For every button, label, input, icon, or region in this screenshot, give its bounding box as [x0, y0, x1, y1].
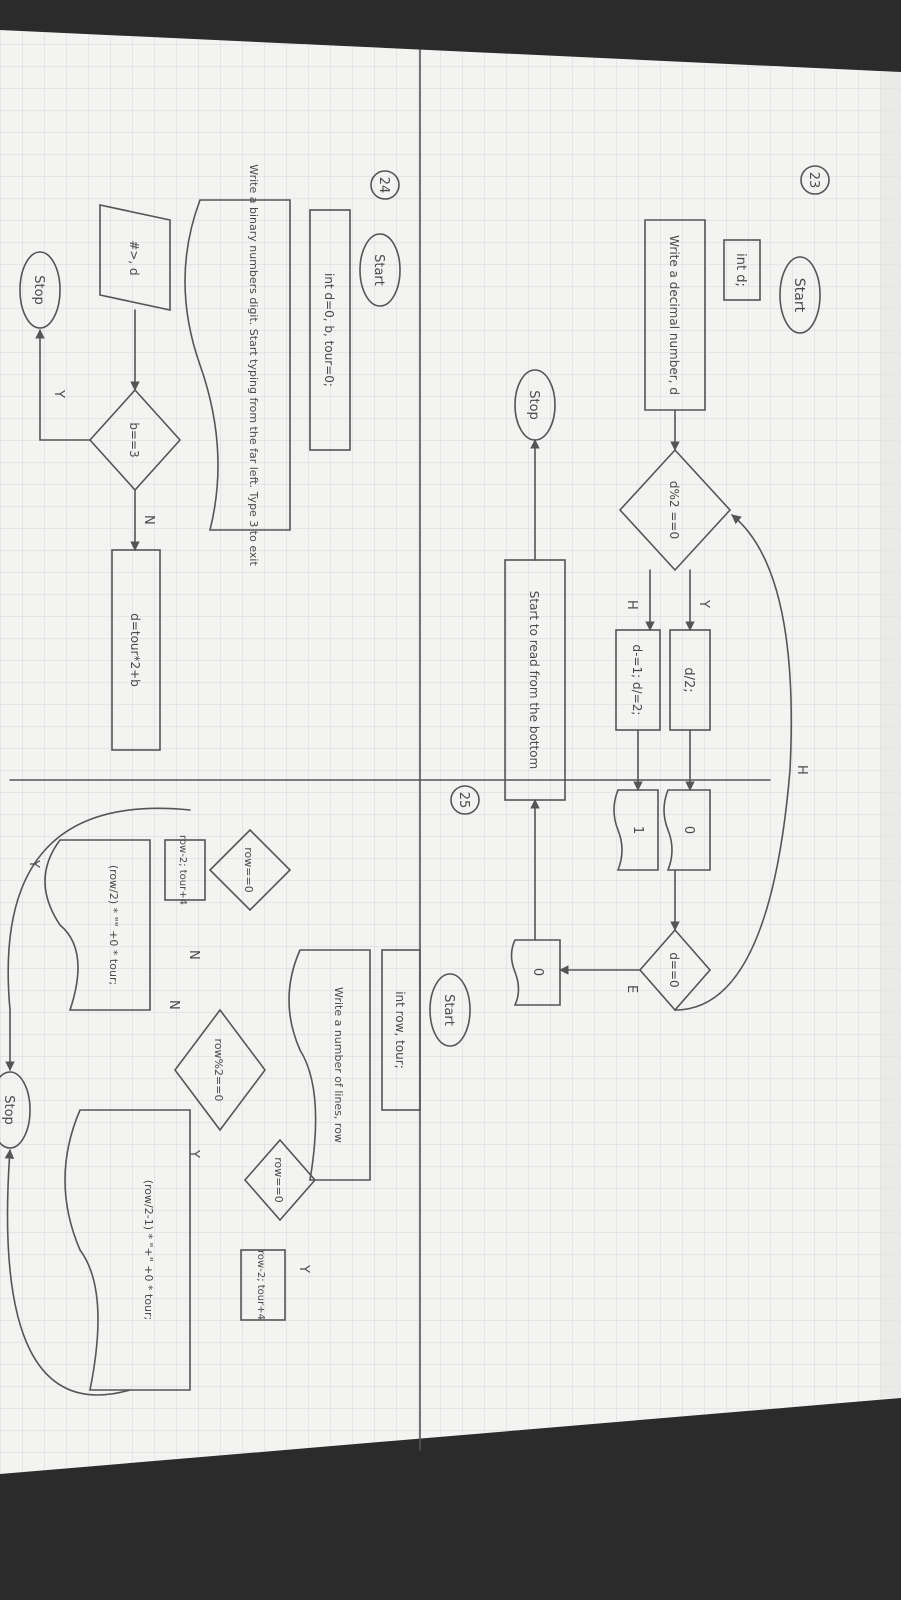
flow25-start-label: Start — [441, 994, 456, 1026]
flow25-input-label: Write a number of lines, row — [332, 987, 345, 1143]
flow25-no-row2: N — [186, 950, 201, 960]
flow23-half-label: d/2; — [681, 667, 696, 692]
flow25-cond-even — [174, 1008, 266, 1132]
flow23-input-box — [644, 219, 706, 411]
flow25-row-update2-box — [164, 839, 206, 901]
flow25-row-update-box — [240, 1249, 286, 1321]
flow25-print-even — [44, 839, 151, 1011]
flow23-final-zero-label: 0 — [530, 968, 545, 976]
flow23-input-label: Write a decimal number, d — [667, 235, 681, 395]
flow25-stop — [0, 1071, 31, 1149]
flow25-number: 25 — [456, 792, 471, 809]
flow24-declare-box — [309, 209, 351, 451]
flow24-start-label: Start — [371, 254, 386, 286]
flow23-read-note: Start to read from the bottom — [527, 591, 541, 769]
flow24-read-b-label: #>, d — [127, 240, 141, 275]
flow25-input-box — [288, 949, 371, 1181]
flowchart-23: 23 Start int d; Write a decimal number, … — [504, 165, 830, 1012]
flow23-loop-back — [674, 514, 793, 1011]
flow24-calc-label: d=tour*2+b — [128, 613, 142, 687]
flow25-row-update-label: row-2; tour+4 — [255, 1250, 266, 1320]
flow24-cond-b-label: b==3 — [127, 422, 141, 457]
flow25-row-update2-label: row-2; tour+4 — [177, 835, 188, 905]
flow23-declare-box — [723, 239, 761, 301]
flow23-stop-label: Stop — [526, 390, 541, 420]
flow25-print-odd-label: (row/2-1) * "+" +0 * tour; — [142, 1180, 155, 1321]
flow25-start — [429, 973, 471, 1047]
flow23-out-zero-label: 0 — [681, 826, 696, 834]
flow23-final-zero — [510, 939, 561, 1006]
flow23-cond-zero-label: d==0 — [667, 952, 681, 987]
flow24-input-label: Write a binary numbers digit. Start typi… — [247, 164, 260, 566]
flow24-read-b — [99, 204, 171, 311]
flow24-number: 24 — [376, 177, 391, 194]
flow25-cond-row-label: row==0 — [272, 1157, 285, 1202]
flow25-print-odd — [64, 1109, 191, 1391]
flow23-dec-half-label: d-=1; d/=2; — [630, 645, 644, 716]
flow25-yes-row: Y — [296, 1264, 311, 1273]
flow24-yes: Y — [51, 389, 66, 398]
flow23-start — [779, 256, 821, 334]
flow23-cond-mod-label: d%2 ==0 — [667, 481, 681, 539]
flow25-no-even: N — [166, 1000, 181, 1010]
flow25-declare-box — [381, 949, 421, 1111]
flow25-yes-even: Y — [186, 1149, 201, 1158]
flow23-declare-label: int d; — [733, 253, 748, 287]
flow23-number: 23 — [806, 172, 821, 189]
flow23-cond-mod — [618, 448, 732, 572]
flow24-no: N — [141, 515, 156, 525]
flow23-yes: Y — [696, 599, 711, 608]
flow23-no: H — [624, 600, 639, 610]
flow25-number-badge — [450, 785, 480, 815]
flow25-stop-label: Stop — [1, 1095, 16, 1125]
flow23-out-zero — [663, 789, 711, 871]
flow24-stop-label: Stop — [31, 275, 46, 305]
flow24-input-box — [184, 199, 291, 531]
flow25-cond-row2-label: row==0 — [242, 847, 255, 892]
flow25-print-even-label: (row/2) * "" +0 * tour; — [107, 865, 120, 985]
flow23-start-label: Start — [791, 278, 807, 313]
flow25-loop-y — [5, 807, 191, 1071]
flow23-loop-label: H — [794, 765, 809, 775]
flow23-stop — [514, 369, 556, 441]
flow23-e-label: E — [624, 985, 639, 993]
flow25-cond-row2 — [208, 828, 292, 912]
flow24-declare-label: int d=0, b, tour=0; — [322, 273, 336, 387]
flow23-out-one — [613, 789, 659, 871]
flow25-cond-row — [243, 1138, 317, 1222]
flow25-cond-even-label: row%2==0 — [212, 1039, 225, 1102]
flow25-loop-y: Y — [26, 859, 41, 868]
flow24-start — [359, 233, 401, 307]
flow24-calc-box — [111, 549, 161, 751]
flowchart-24: 24 Start int d=0, b, tour=0; Write a bin… — [19, 164, 401, 751]
flow23-out-one-label: 1 — [630, 826, 645, 834]
flow23-number-badge — [800, 165, 830, 195]
flow24-stop — [19, 251, 61, 329]
flow24-number-badge — [370, 170, 400, 200]
flowchart-25: 25 Start int row, tour; Write a number o… — [0, 785, 480, 1396]
flow25-declare-label: int row, tour; — [393, 991, 407, 1069]
